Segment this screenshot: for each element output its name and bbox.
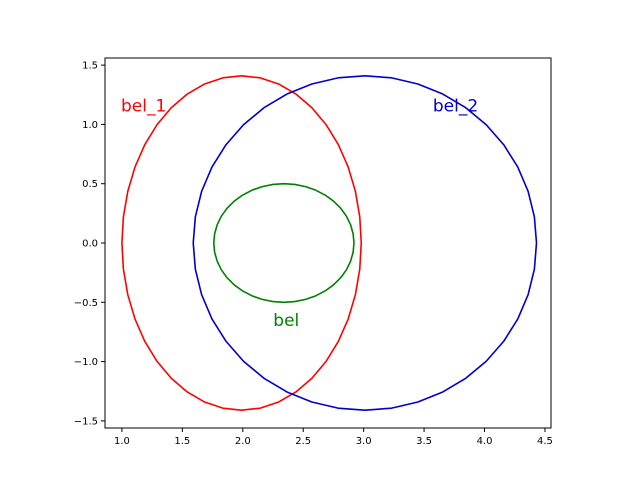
- x-tick-label: 2.5: [295, 436, 311, 447]
- y-tick-label: −1.5: [74, 416, 98, 427]
- y-tick-label: −1.0: [74, 357, 98, 368]
- series-line-bel-2: [192, 74, 538, 412]
- series-line-bel-1: [121, 74, 363, 412]
- x-axis: 1.0 1.5 2.0 2.5 3.0 3.5 4.0 4.5: [114, 428, 553, 447]
- y-tick-label: 1.5: [82, 61, 98, 72]
- curves: [121, 74, 538, 412]
- x-tick-label: 4.0: [477, 436, 493, 447]
- x-tick-label: 4.5: [537, 436, 553, 447]
- series-line-bel: [212, 182, 355, 304]
- x-tick-label: 1.0: [114, 436, 130, 447]
- curve-label-bel: bel: [273, 311, 299, 331]
- x-tick-label: 3.0: [356, 436, 372, 447]
- y-axis: −1.5 −1.0 −0.5 0.0 0.5 1.0 1.5: [74, 61, 105, 427]
- curve-label-bel-1: bel_1: [121, 96, 166, 116]
- axes-frame: [104, 57, 552, 429]
- y-tick-label: 1.0: [82, 120, 98, 131]
- y-tick-label: 0.0: [82, 239, 98, 250]
- y-tick-label: −0.5: [74, 298, 98, 309]
- x-tick-label: 2.0: [235, 436, 251, 447]
- x-tick-label: 3.5: [416, 436, 432, 447]
- curve-label-bel-2: bel_2: [433, 96, 478, 116]
- x-tick-label: 1.5: [174, 436, 190, 447]
- y-tick-label: 0.5: [82, 179, 98, 190]
